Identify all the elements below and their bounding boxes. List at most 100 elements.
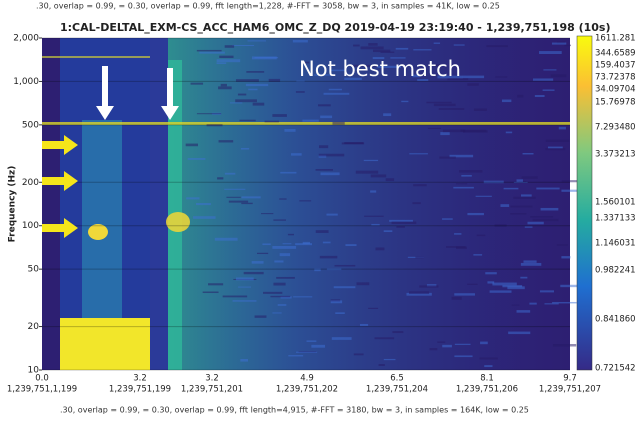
spectrogram-texture <box>222 295 248 298</box>
spectrogram-texture <box>426 101 452 104</box>
spectrogram-texture <box>427 127 442 130</box>
colorbar-label: 1.146031 <box>595 239 636 249</box>
spectrogram-texture <box>217 177 224 180</box>
spectrogram-texture <box>232 300 257 302</box>
colorbar-label: 1.337133 <box>595 214 636 224</box>
spectrogram-texture <box>202 291 219 294</box>
spectrogram-texture <box>454 343 471 345</box>
line-500hz <box>42 122 570 125</box>
spectrogram-texture <box>529 302 537 305</box>
colorbar-label: 0.841860 <box>595 315 636 325</box>
spectrogram-texture <box>429 348 438 351</box>
y-tick-label: 200 <box>22 178 39 188</box>
bottom-caption: .30, overlap = 0.99, = 0.30, overlap = 0… <box>60 406 529 415</box>
spectrogram-texture <box>413 184 427 187</box>
spectrogram-texture <box>440 132 450 136</box>
spectrogram-texture <box>460 129 487 132</box>
spectrogram-texture <box>329 69 346 72</box>
spectrogram-texture <box>461 174 472 177</box>
spectrogram-texture <box>291 153 302 156</box>
spectrogram-texture <box>401 100 409 103</box>
spectrogram-texture <box>437 75 463 79</box>
spectrogram-texture <box>248 88 258 91</box>
arrows <box>42 66 179 238</box>
spectrogram-texture <box>273 219 286 221</box>
spectrogram-texture <box>230 102 243 104</box>
x-tick-label: 3.2 <box>133 374 147 384</box>
spectrogram-texture <box>352 64 378 67</box>
spectrogram-texture <box>270 295 291 298</box>
spectrogram-texture <box>433 103 456 107</box>
spectrogram-texture <box>326 213 338 216</box>
spectrogram-texture <box>218 140 234 143</box>
spectrogram-texture <box>326 268 342 271</box>
spectrogram-texture <box>254 315 267 318</box>
spectrogram-texture <box>523 260 537 263</box>
spectrogram-texture <box>320 115 333 119</box>
annotation: Not best match <box>299 57 461 81</box>
spectrogram-texture <box>240 358 249 362</box>
spectrogram-texture <box>547 146 563 149</box>
spectrogram-texture <box>344 142 364 145</box>
spectrogram-texture <box>239 119 256 122</box>
spectrogram-texture <box>462 75 485 79</box>
spectrogram-texture <box>232 44 255 47</box>
spectrogram-texture <box>295 91 305 93</box>
spectrogram-texture <box>467 83 479 86</box>
spectrogram-texture <box>544 303 559 305</box>
spectrogram-texture <box>446 246 466 248</box>
spectrogram-texture <box>318 104 331 107</box>
spectrogram-texture <box>558 126 566 130</box>
low-frequency-block <box>60 318 150 370</box>
spectrogram-texture <box>302 61 310 64</box>
spectrogram-texture <box>370 174 387 178</box>
spectrogram-texture <box>391 221 417 225</box>
spectrogram-texture <box>419 285 439 288</box>
spectrogram-texture <box>385 178 395 182</box>
spectrogram-texture <box>374 337 395 340</box>
colorbar-label: 3.373213 <box>595 150 636 160</box>
spectrogram-texture <box>383 358 396 361</box>
spectrogram-texture <box>368 43 378 46</box>
spectrogram-texture <box>274 260 284 263</box>
spectrogram-texture <box>199 51 225 54</box>
spectrogram-texture <box>319 145 329 149</box>
spectrogram-texture <box>296 80 305 82</box>
spectrogram-texture <box>375 247 385 251</box>
spectrogram-texture <box>494 224 507 227</box>
spectrogram-texture <box>550 74 567 78</box>
spectrogram-texture <box>534 95 545 98</box>
spectrogram-texture <box>413 49 432 51</box>
spectrogram-texture <box>442 129 466 133</box>
y-tick-label: 100 <box>22 221 39 231</box>
colorbar-label: 7.293480 <box>595 123 636 133</box>
decay-region <box>150 38 570 370</box>
spectrogram-texture <box>383 113 392 117</box>
x-tick-label-gps: 1,239,751,202 <box>276 385 338 395</box>
spectrogram-texture <box>331 337 352 340</box>
x-tick-label-gps: 1,239,751,201 <box>181 385 243 395</box>
y-tick-label: 1,000 <box>13 77 39 87</box>
spectrogram-texture <box>332 121 345 125</box>
spectrogram-texture <box>453 186 474 189</box>
spectrogram-texture <box>370 190 377 193</box>
spectrogram-texture <box>284 128 296 132</box>
spectrogram-texture <box>475 195 492 197</box>
resonance-right <box>166 212 190 232</box>
spectrogram-texture <box>208 283 224 286</box>
spectrogram-texture <box>480 341 488 345</box>
spectrogram-texture <box>333 286 356 289</box>
spectrogram-texture <box>355 170 379 174</box>
spectrogram-texture <box>252 102 265 106</box>
spectrogram-texture <box>280 171 297 174</box>
spectrogram-texture <box>564 44 571 47</box>
spectrogram-texture <box>192 216 216 219</box>
spectrogram-texture <box>476 234 486 237</box>
x-tick-label: 3.2 <box>205 374 219 384</box>
spectrogram-texture <box>513 196 536 199</box>
line-high <box>42 56 150 58</box>
spectrogram-texture <box>240 147 250 150</box>
spectrogram-texture <box>196 203 211 206</box>
x-tick-label-gps: 1,239,751,199 <box>109 385 171 395</box>
y-tick-label: 10 <box>28 366 40 376</box>
